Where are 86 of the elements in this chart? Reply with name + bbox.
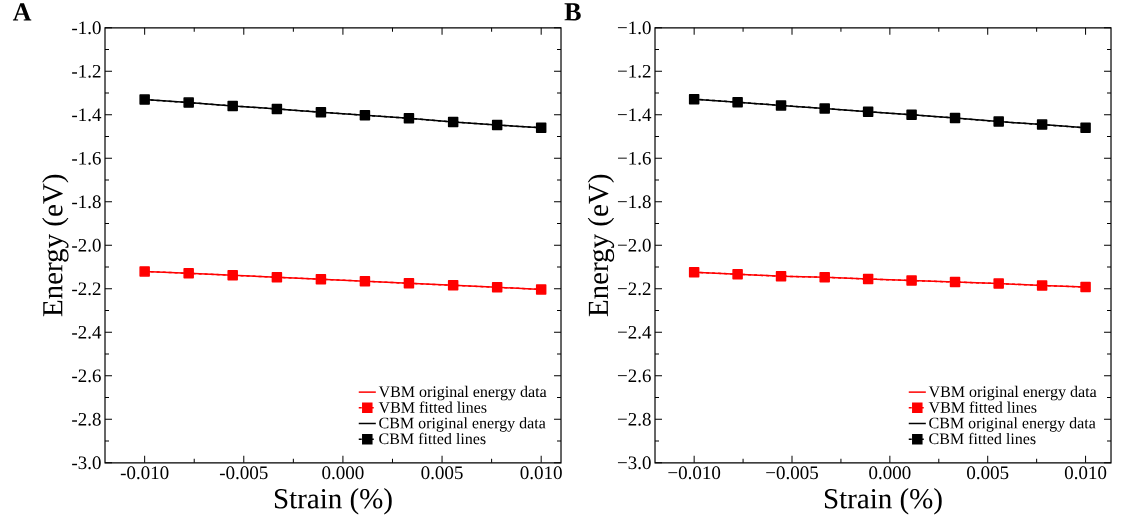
- point: [535, 284, 547, 295]
- legend-label: VBM original energy data: [928, 385, 1097, 401]
- point: [447, 280, 459, 291]
- legend-label: VBM original energy data: [378, 385, 547, 401]
- point: [949, 276, 961, 288]
- y-tick-label: -1.0: [72, 21, 101, 35]
- point: [1036, 119, 1048, 130]
- point: [688, 267, 700, 278]
- point: [732, 269, 743, 280]
- y-tick-label: -2.6: [72, 369, 101, 383]
- point: [535, 122, 547, 134]
- y-tick-label: −3.0: [617, 456, 651, 470]
- point: [775, 271, 787, 282]
- x-tick-label: −0.005: [766, 466, 818, 480]
- point: [1080, 122, 1091, 134]
- y-tick-label: -1.6: [72, 152, 101, 165]
- legend-label: CBM fitted lines: [379, 432, 486, 445]
- x-tick-label: −0.010: [668, 466, 721, 480]
- x-tick-label: -0.005: [219, 466, 268, 480]
- legend-label: VBM fitted lines: [928, 401, 1037, 414]
- point: [271, 103, 283, 115]
- point: [906, 109, 917, 121]
- x-tick-label: 0.010: [1064, 466, 1107, 480]
- x-tick-label: 0.000: [869, 466, 911, 480]
- point: [403, 278, 415, 289]
- y-axis-title: Energy (eV): [42, 174, 69, 317]
- point: [183, 268, 194, 279]
- point: [359, 276, 371, 287]
- point: [732, 97, 743, 108]
- point: [949, 112, 961, 124]
- point: [1080, 281, 1091, 293]
- point: [819, 272, 830, 283]
- y-tick-label: -2.4: [72, 326, 102, 339]
- y-tick-label: −2.4: [617, 326, 652, 339]
- point: [491, 119, 503, 131]
- legend-label: CBM original energy data: [379, 417, 546, 432]
- y-tick-label: -1.2: [72, 65, 101, 78]
- y-axis-title: Energy (eV): [587, 174, 615, 317]
- point: [403, 113, 415, 124]
- y-tick-label: -1.4: [72, 108, 102, 122]
- point: [775, 100, 787, 111]
- point: [993, 116, 1004, 127]
- y-tick-label: -2.2: [72, 282, 101, 296]
- point: [1036, 280, 1048, 291]
- chart-title: B: [564, 3, 581, 21]
- point: [139, 266, 150, 277]
- legend-label: VBM fitted lines: [378, 401, 487, 414]
- y-tick-label: −2.6: [617, 369, 651, 383]
- point: [139, 94, 150, 105]
- y-tick-label: -2.8: [72, 412, 101, 426]
- y-tick-label: −1.4: [617, 108, 652, 122]
- point: [315, 107, 327, 118]
- point: [359, 110, 371, 121]
- point: [271, 272, 283, 283]
- x-axis-title: Strain (%): [274, 488, 392, 515]
- y-tick-label: −1.6: [617, 152, 651, 165]
- x-tick-label: 0.005: [421, 466, 463, 480]
- point: [906, 275, 917, 286]
- point: [491, 282, 503, 293]
- y-tick-label: −1.8: [617, 195, 651, 209]
- x-tick-label: 0.005: [967, 466, 1009, 480]
- x-tick-label: 0.010: [520, 466, 562, 480]
- point: [227, 100, 238, 112]
- point: [862, 106, 874, 118]
- point: [315, 274, 327, 285]
- x-axis-title: Strain (%): [824, 488, 942, 515]
- y-tick-label: −1.0: [617, 21, 651, 35]
- y-tick-label: −2.8: [617, 412, 651, 426]
- y-tick-label: −1.2: [617, 65, 651, 78]
- y-tick-label: -1.8: [72, 195, 101, 209]
- legend-label: CBM original energy data: [929, 417, 1096, 432]
- y-tick-label: −2.2: [617, 282, 651, 296]
- legend-label: CBM fitted lines: [929, 432, 1036, 445]
- y-tick-label: -3.0: [72, 456, 101, 470]
- x-tick-label: -0.010: [120, 466, 169, 480]
- point: [819, 103, 830, 114]
- point: [862, 273, 874, 285]
- point: [688, 94, 700, 105]
- y-tick-label: -2.0: [72, 238, 101, 252]
- y-tick-label: −2.0: [617, 238, 651, 252]
- point: [447, 116, 459, 128]
- point: [227, 270, 238, 281]
- point: [183, 97, 194, 108]
- x-tick-label: 0.000: [322, 466, 364, 480]
- point: [993, 278, 1004, 289]
- chart-title: A: [12, 3, 32, 21]
